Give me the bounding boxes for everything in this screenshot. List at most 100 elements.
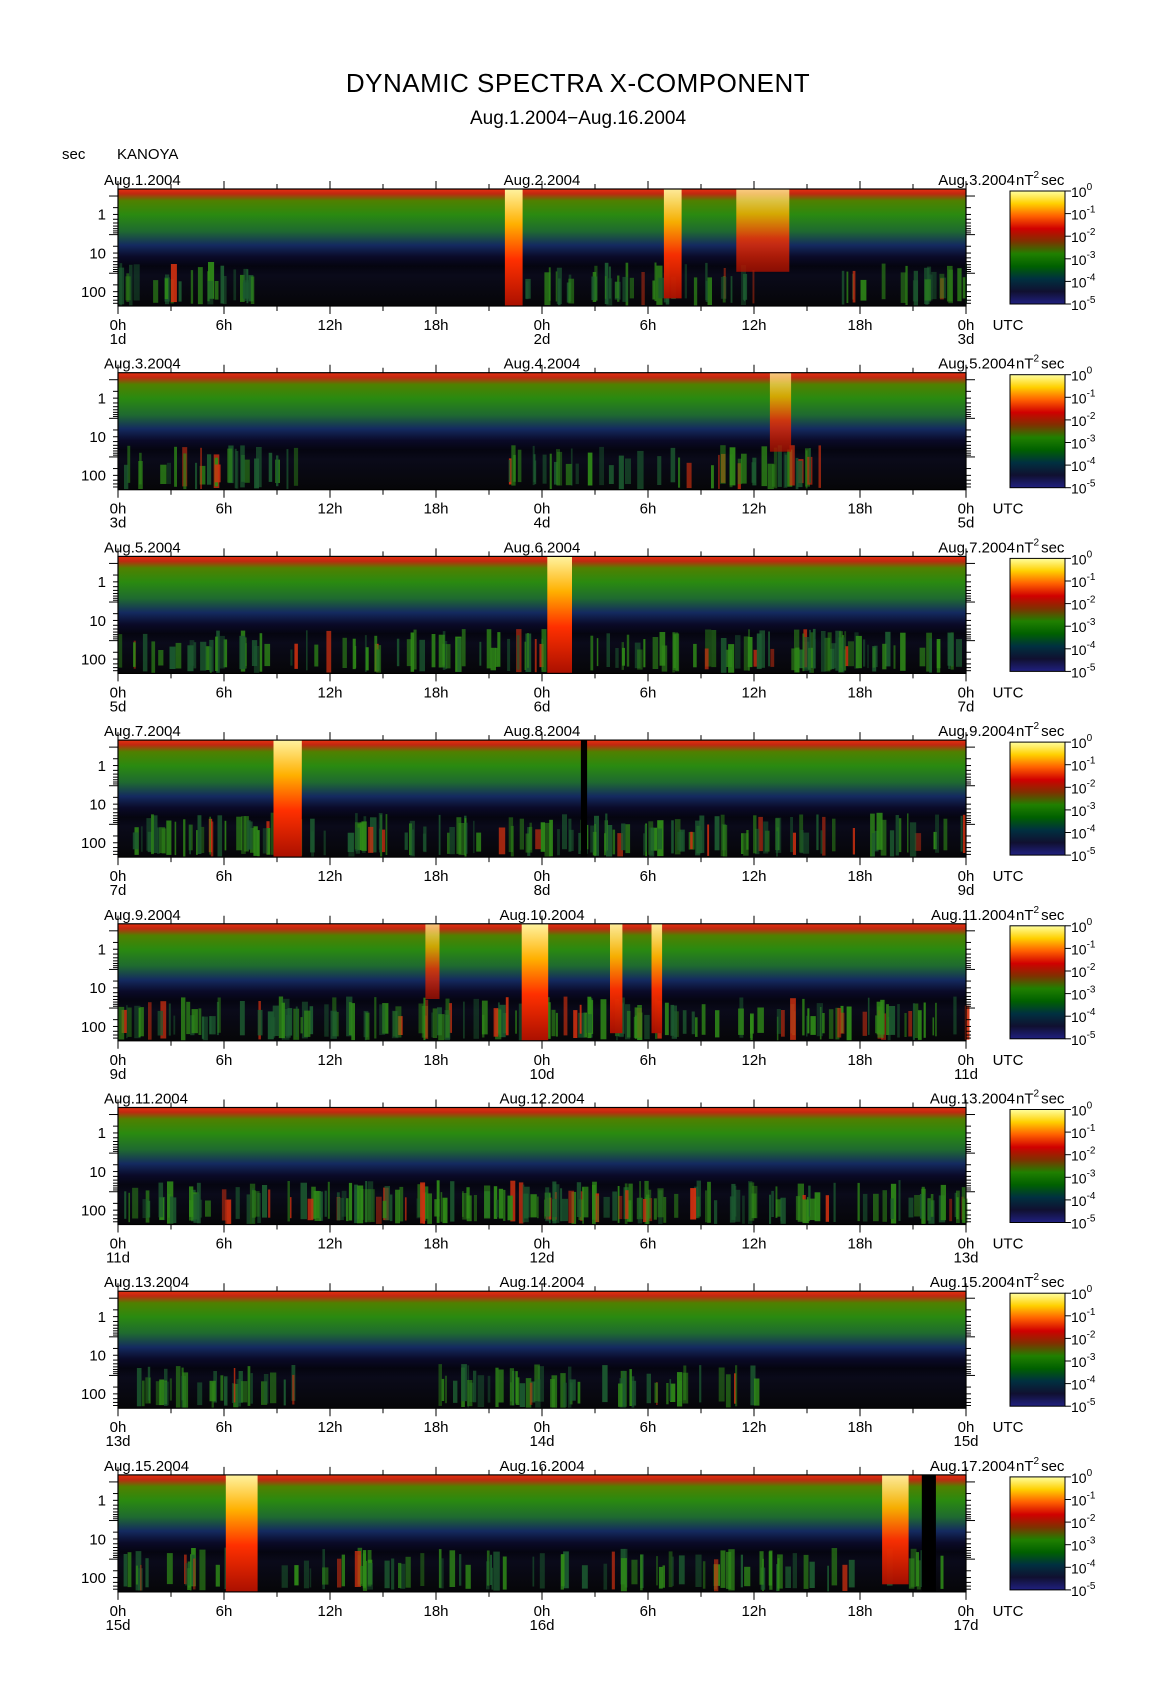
activity-streak	[707, 1181, 711, 1223]
x-tick-label: 18h	[847, 501, 872, 518]
activity-streak	[672, 632, 675, 673]
activity-streak	[481, 1000, 488, 1035]
activity-streak	[663, 1197, 667, 1223]
y-tick-label: 10	[89, 980, 106, 997]
colorbar-tick-label: 10-5	[1071, 846, 1096, 864]
spectrum-panel: Aug.7.2004 Aug.8.2004 Aug.9.2004 nT2 sec 1 10 1…	[81, 721, 1096, 899]
y-tick-label: 1	[98, 758, 106, 775]
activity-streak	[166, 820, 172, 855]
y-tick-label: 1	[98, 942, 106, 959]
x-tick-label: 0h	[534, 868, 551, 885]
activity-streak	[268, 1189, 271, 1218]
activity-streak	[882, 1012, 884, 1038]
activity-streak	[160, 1001, 167, 1039]
activity-streak	[718, 454, 720, 489]
activity-streak	[465, 822, 468, 854]
activity-streak	[753, 649, 759, 667]
x-tick-label: 6h	[640, 1419, 657, 1436]
x-tick-label: 12h	[741, 317, 766, 334]
day-label: 14d	[529, 1433, 554, 1450]
x-tick-label: 18h	[423, 1052, 448, 1069]
x-tick-label: 0h	[110, 684, 127, 701]
activity-streak	[735, 1365, 738, 1407]
activity-streak	[257, 1193, 261, 1223]
activity-streak	[550, 1379, 555, 1408]
chart-title: DYNAMIC SPECTRA X-COMPONENT	[345, 68, 811, 98]
activity-streak	[348, 1182, 353, 1221]
period-unit-label: sec	[62, 146, 86, 163]
power-event	[547, 556, 572, 674]
panel-right-date: Aug.11.2004	[931, 907, 1015, 924]
activity-streak	[599, 446, 604, 486]
activity-streak	[907, 813, 909, 853]
activity-streak	[449, 1550, 456, 1587]
activity-streak	[752, 1185, 758, 1219]
activity-streak	[833, 1182, 836, 1222]
utc-label: UTC	[993, 317, 1024, 334]
activity-streak	[674, 1193, 679, 1218]
activity-streak	[431, 634, 436, 668]
x-tick-label: 6h	[216, 1236, 233, 1253]
day-label: 15d	[105, 1617, 130, 1634]
spectrum-panel: Aug.5.2004 Aug.6.2004 Aug.7.2004 nT2 sec 1 10 1…	[81, 537, 1096, 715]
activity-streak	[631, 1559, 638, 1585]
activity-streak	[637, 450, 644, 490]
activity-streak	[395, 1189, 400, 1224]
activity-streak	[207, 280, 214, 305]
activity-streak	[314, 644, 319, 667]
activity-streak	[513, 454, 516, 482]
activity-streak	[549, 819, 553, 857]
activity-streak	[123, 1554, 128, 1587]
activity-streak	[795, 1196, 801, 1221]
activity-streak	[729, 447, 736, 486]
x-tick-label: 0h	[958, 1419, 975, 1436]
activity-streak	[803, 1554, 809, 1589]
activity-streak	[128, 1192, 130, 1223]
activity-streak	[216, 630, 220, 674]
y-tick-label: 1	[98, 1493, 106, 1510]
activity-streak	[837, 1008, 842, 1038]
activity-streak	[809, 448, 811, 483]
activity-streak	[517, 449, 522, 483]
activity-streak	[205, 646, 211, 670]
activity-streak	[290, 649, 293, 666]
activity-streak	[525, 833, 529, 853]
colorbar-tick-label: 10-4	[1071, 456, 1096, 474]
activity-streak	[758, 816, 763, 852]
activity-streak	[822, 816, 826, 856]
activity-streak	[374, 635, 378, 672]
activity-streak	[960, 815, 963, 852]
activity-streak	[391, 1010, 399, 1039]
activity-streak	[671, 1005, 677, 1039]
activity-streak	[625, 824, 631, 854]
activity-streak	[575, 463, 579, 485]
activity-streak	[545, 1187, 550, 1222]
activity-streak	[577, 1381, 581, 1404]
colorbar-tick-label: 10-2	[1071, 227, 1096, 245]
activity-streak	[924, 279, 931, 301]
activity-streak	[438, 634, 445, 668]
activity-streak	[702, 1561, 706, 1589]
activity-streak	[361, 821, 367, 851]
activity-streak	[235, 1187, 240, 1219]
activity-streak	[421, 1005, 428, 1038]
colorbar-tick-label: 10-3	[1071, 434, 1096, 452]
colorbar-tick-label: 10-1	[1071, 756, 1096, 774]
activity-streak	[399, 1186, 404, 1222]
activity-streak	[807, 1008, 810, 1034]
x-tick-label: 18h	[847, 1236, 872, 1253]
activity-streak	[741, 453, 747, 484]
spectrum-panel: Aug.9.2004 Aug.10.2004 Aug.11.2004 nT2 sec11…	[81, 905, 1096, 1083]
y-tick-label: 100	[81, 1570, 106, 1587]
activity-streak	[209, 639, 214, 672]
activity-streak	[606, 825, 613, 857]
x-tick-label: 0h	[110, 1052, 127, 1069]
activity-streak	[346, 1198, 349, 1222]
activity-streak	[827, 632, 832, 671]
activity-streak	[882, 643, 887, 670]
activity-streak	[367, 1550, 372, 1587]
activity-streak	[955, 639, 962, 667]
activity-streak	[544, 272, 551, 306]
x-tick-label: 18h	[423, 684, 448, 701]
activity-streak	[222, 276, 227, 305]
